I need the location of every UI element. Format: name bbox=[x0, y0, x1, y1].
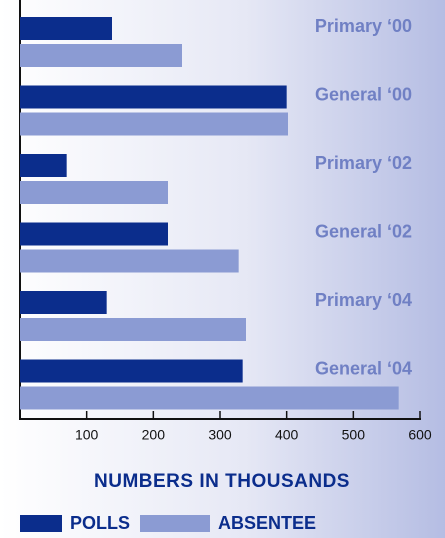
category-label: General ‘02 bbox=[315, 221, 412, 241]
bar bbox=[20, 359, 243, 383]
x-tick-label: 500 bbox=[342, 427, 366, 443]
bar bbox=[20, 318, 246, 341]
x-axis-label: NUMBERS IN THOUSANDS bbox=[94, 471, 350, 492]
category-label: Primary ‘00 bbox=[315, 16, 412, 36]
x-tick-label: 300 bbox=[208, 427, 232, 443]
bar bbox=[20, 291, 107, 314]
category-label: Primary ‘04 bbox=[315, 290, 412, 310]
x-tick-label: 100 bbox=[75, 427, 99, 443]
legend-swatch bbox=[20, 515, 62, 532]
x-tick-label: 400 bbox=[275, 427, 299, 443]
x-tick-label: 200 bbox=[142, 427, 166, 443]
bar bbox=[20, 222, 168, 246]
legend-swatch bbox=[140, 515, 210, 532]
bar bbox=[20, 181, 168, 204]
bar bbox=[20, 112, 288, 136]
bar bbox=[20, 154, 67, 177]
legend-label: ABSENTEE bbox=[218, 513, 316, 533]
x-tick-label: 600 bbox=[408, 427, 432, 443]
bar bbox=[20, 85, 287, 109]
category-label: Primary ‘02 bbox=[315, 153, 412, 173]
bar bbox=[20, 17, 112, 40]
bar bbox=[20, 249, 239, 273]
bar bbox=[20, 44, 182, 67]
category-label: General ‘00 bbox=[315, 84, 412, 104]
legend-label: POLLS bbox=[70, 513, 130, 533]
category-label: General ‘04 bbox=[315, 358, 412, 378]
bar bbox=[20, 386, 399, 410]
